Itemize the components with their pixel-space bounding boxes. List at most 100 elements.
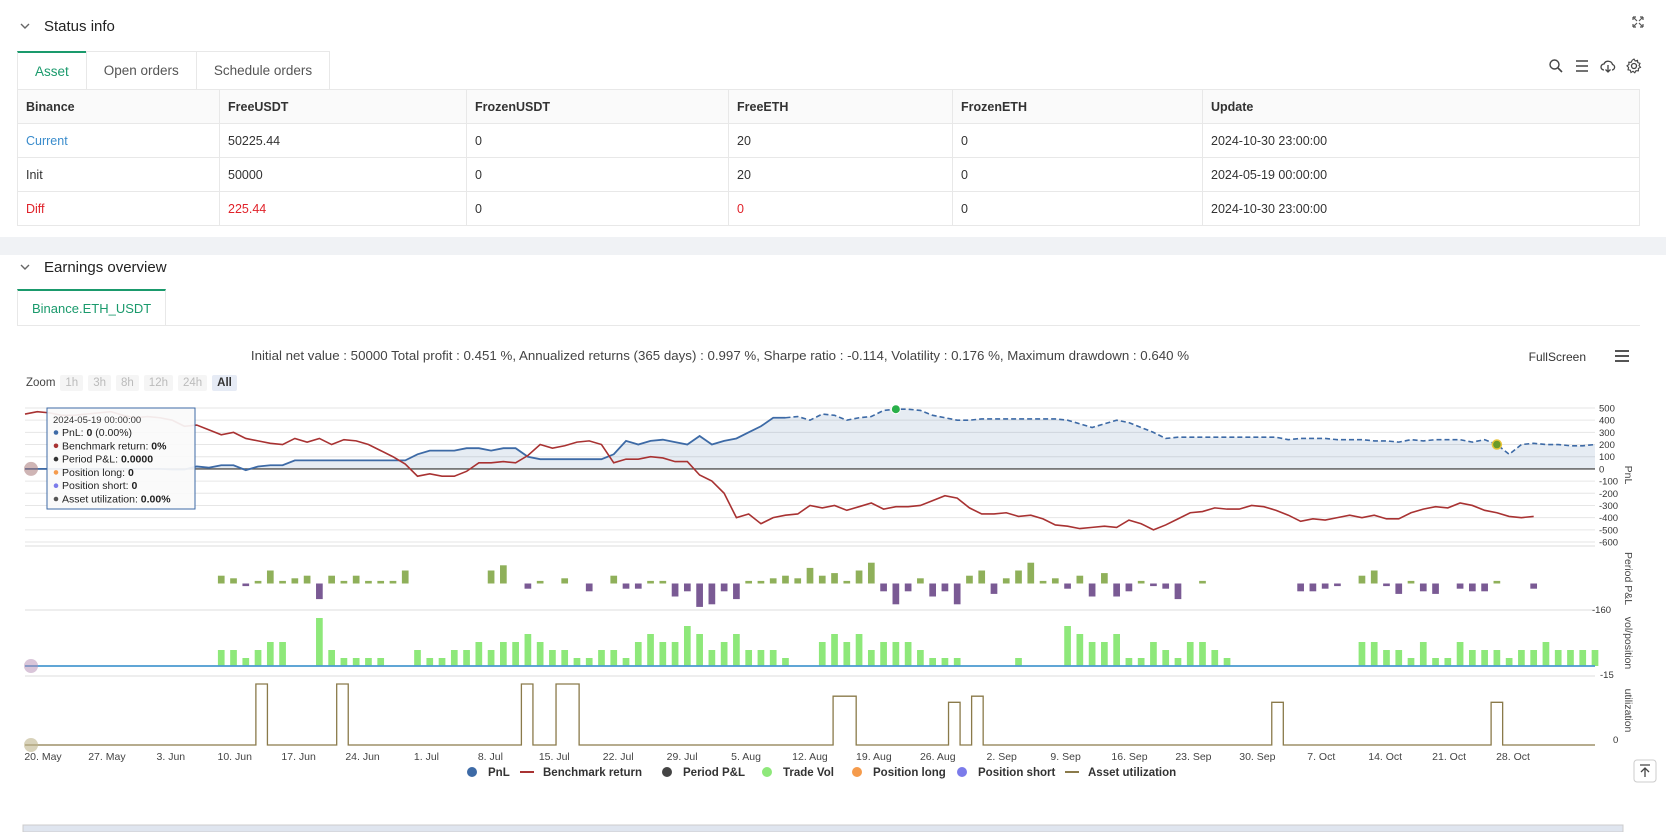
period-pnl-bar	[340, 580, 348, 584]
zoom-8h-button[interactable]: 8h	[116, 375, 139, 391]
status-info-header[interactable]: Status info	[16, 16, 115, 36]
trade-vol-bar	[242, 658, 250, 666]
search-icon[interactable]	[1548, 58, 1564, 74]
summary-text: Initial net value : 50000 Total profit :…	[250, 348, 1190, 363]
zoom-12h-button[interactable]: 12h	[143, 375, 173, 391]
legend-item[interactable]: PnL	[488, 767, 510, 779]
column-header: Update	[1202, 89, 1640, 124]
navigator-scrollbar[interactable]	[22, 824, 1624, 832]
pnl-line-dashed	[785, 408, 1596, 456]
legend-item[interactable]: Asset utilization	[1088, 767, 1176, 779]
legend-item[interactable]: Benchmark return	[543, 767, 642, 779]
list-icon[interactable]	[1574, 58, 1590, 74]
period-pnl-bar	[1321, 583, 1329, 589]
trade-vol-bar	[352, 658, 360, 666]
pnl-tick-label: 200	[1599, 440, 1615, 451]
chevron-down-icon[interactable]	[16, 17, 34, 35]
tooltip-box	[46, 407, 196, 510]
tab-binance-eth-usdt[interactable]: Binance.ETH_USDT	[17, 289, 167, 325]
collapse-icon[interactable]	[1632, 15, 1644, 33]
x-tick-label: 2. Sep	[987, 751, 1018, 763]
fullscreen-button[interactable]: FullScreen	[1528, 350, 1586, 364]
period-pnl-bar	[1015, 570, 1022, 584]
period-pnl-bar	[1076, 575, 1084, 584]
period-pnl-bar	[1027, 562, 1035, 584]
trade-vol-bar	[1579, 650, 1587, 666]
tab-asset[interactable]: Asset	[17, 51, 87, 89]
axis-title: utilization	[1622, 689, 1634, 733]
back-to-top-button[interactable]	[1633, 759, 1657, 783]
period-pnl-bar	[1370, 570, 1378, 584]
x-tick-label: 30. Sep	[1239, 751, 1275, 763]
period-pnl-bar	[389, 580, 397, 584]
tooltip-dot	[53, 430, 59, 435]
period-pnl-bar	[696, 583, 703, 607]
legend-item[interactable]: Position short	[978, 767, 1055, 779]
trade-vol-bar	[1162, 650, 1170, 666]
period-pnl-bar	[1334, 583, 1341, 587]
table-cell: 0	[952, 191, 1203, 226]
zoom-24h-button[interactable]: 24h	[177, 375, 208, 391]
trade-vol-bar	[1015, 658, 1022, 666]
period-pnl-bar	[561, 578, 569, 584]
period-pnl-bar	[291, 578, 299, 584]
trade-vol-bar	[782, 658, 789, 666]
legend-item[interactable]: Trade Vol	[783, 767, 834, 779]
period-pnl-bar	[941, 583, 949, 592]
tooltip-date: 2024-05-19 00:00:00	[53, 415, 141, 426]
period-pnl-bar	[487, 570, 495, 584]
period-pnl-bar	[1358, 575, 1366, 584]
trade-vol-bar	[610, 650, 618, 666]
chevron-down-icon[interactable]	[16, 258, 34, 276]
pnl-tick-label: -100	[1599, 477, 1618, 488]
x-tick-label: 14. Oct	[1368, 751, 1402, 763]
row-label-current[interactable]: Current	[17, 123, 220, 158]
tab-schedule-orders[interactable]: Schedule orders	[195, 51, 331, 89]
legend-marker	[852, 767, 862, 777]
zoom-3h-button[interactable]: 3h	[88, 375, 111, 391]
trade-vol-bar	[1554, 650, 1562, 666]
end-marker	[1491, 439, 1503, 450]
trade-vol-bar	[683, 626, 691, 666]
gear-icon[interactable]	[1626, 58, 1642, 74]
earnings-title: Earnings overview	[44, 258, 167, 276]
period-pnl-bar	[794, 578, 802, 584]
period-pnl-bar	[377, 580, 385, 584]
trade-vol-bar	[1567, 650, 1574, 666]
trade-vol-bar	[266, 642, 274, 666]
period-pnl-bar	[1137, 580, 1145, 584]
x-tick-label: 9. Sep	[1050, 751, 1081, 763]
tab-open-orders[interactable]: Open orders	[85, 51, 197, 89]
period-pnl-bar	[1530, 583, 1538, 589]
x-tick-label: 16. Sep	[1111, 751, 1147, 763]
period-pnl-bar	[782, 575, 789, 584]
hamburger-menu-icon[interactable]	[1614, 349, 1632, 368]
legend-item[interactable]: Position long	[873, 767, 946, 779]
period-pnl-bar	[1039, 580, 1047, 584]
x-tick-label: 29. Jul	[667, 751, 698, 763]
period-pnl-bar	[867, 562, 875, 584]
earnings-chart[interactable]: 5004003002001000-100-200-300-400-500-600…	[0, 402, 1666, 832]
tooltip-dot	[53, 483, 59, 488]
trade-vol-bar	[475, 642, 483, 666]
period-pnl-bar	[1309, 583, 1317, 592]
period-pnl-bar	[1002, 578, 1010, 584]
legend-item[interactable]: Period P&L	[683, 767, 745, 779]
column-header: FreeETH	[728, 89, 953, 124]
table-cell: 0	[952, 123, 1203, 158]
zoom-1h-button[interactable]: 1h	[60, 375, 84, 391]
trade-vol-bar	[1493, 650, 1501, 666]
zoom-all-button[interactable]: All	[212, 375, 237, 391]
period-pnl-bar	[904, 583, 912, 592]
period-pnl-bar	[659, 580, 667, 584]
period-pnl-bar	[671, 583, 679, 597]
trade-vol-bar	[745, 650, 753, 666]
trade-vol-bar	[1530, 650, 1538, 666]
x-tick-label: 22. Jul	[603, 751, 634, 763]
cloud-download-icon[interactable]	[1600, 58, 1616, 74]
trade-vol-bar	[671, 642, 679, 666]
period-pnl-bar	[978, 570, 986, 584]
period-pnl-bar	[328, 575, 335, 584]
earnings-header[interactable]: Earnings overview	[16, 257, 167, 277]
